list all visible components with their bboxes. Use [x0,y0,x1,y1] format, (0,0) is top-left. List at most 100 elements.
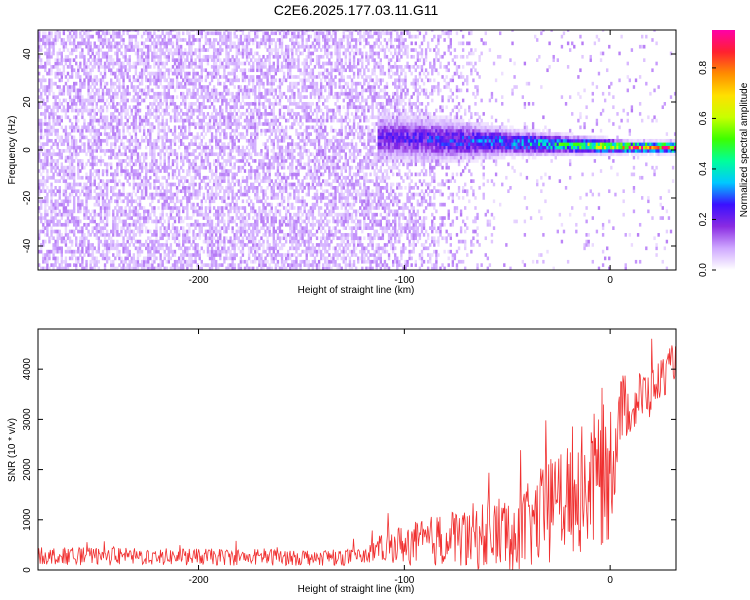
heatmap-cell [249,102,253,106]
heatmap-cell [186,189,189,194]
heatmap-cell [157,30,160,32]
heatmap-cell [128,199,131,204]
heatmap-cell [153,95,156,99]
heatmap-cell [147,48,150,52]
heatmap-cell [194,243,197,247]
heatmap-cell [54,61,57,66]
heatmap-cell [64,206,68,210]
heatmap-cell [54,209,57,214]
heatmap-cell [182,175,185,180]
heatmap-cell [208,98,212,103]
heatmap-cell [245,186,249,190]
heatmap-cell [68,239,72,244]
heatmap-cell [212,38,216,42]
heatmap-cell [190,152,193,157]
heatmap-cell [188,199,191,204]
heatmap-cell [243,48,247,52]
heatmap-cell [210,41,214,46]
heatmap-cell [217,152,220,157]
heatmap-cell [87,216,90,220]
heatmap-cell [159,189,162,194]
heatmap-cell [77,95,80,99]
heatmap-cell [93,246,96,251]
heatmap-cell [42,222,45,227]
heatmap-cell [89,48,92,52]
heatmap-cell [200,91,203,96]
heatmap-cell [145,169,148,173]
heatmap-cell [173,61,177,66]
heatmap-cell [110,71,113,76]
heatmap-cell [239,61,243,66]
heatmap-cell [194,85,197,89]
heatmap-cell [97,91,101,96]
heatmap-cell [138,182,142,187]
heatmap-cell [68,209,72,214]
heatmap-cell [223,206,226,210]
heatmap-cell [134,138,138,143]
heatmap-cell [270,165,273,170]
heatmap-cell [264,61,267,66]
heatmap-cell [190,179,193,183]
heatmap-cell [268,112,271,116]
heatmap-cell [225,202,228,207]
heatmap-cell [264,206,267,210]
heatmap-cell [157,128,160,133]
heatmap-cell [231,78,234,83]
heatmap-cell [163,122,166,126]
heatmap-cell [161,243,164,247]
heatmap-cell [264,229,267,234]
heatmap-cell [136,175,140,180]
heatmap-cell [42,135,45,140]
heatmap-cell [200,159,203,163]
heatmap-cell [233,192,236,197]
heatmap-cell [116,216,119,220]
heatmap-cell [145,259,148,264]
heatmap-cell [210,138,214,143]
heatmap-cell [157,243,160,247]
heatmap-cell [93,118,96,123]
heatmap-cell [237,145,240,150]
heatmap-cell [142,65,146,69]
heatmap-cell [194,48,197,52]
heatmap-cell [245,54,249,59]
heatmap-cell [48,222,51,227]
heatmap-cell [58,263,61,267]
heatmap-cell [153,266,156,270]
heatmap-cell [72,253,76,257]
heatmap-cell [153,61,156,66]
heatmap-cell [101,202,105,207]
heatmap-cell [258,209,261,214]
heatmap-cell [85,65,88,69]
heatmap-cell [202,239,206,244]
heatmap-cell [239,189,243,194]
heatmap-cell [268,202,271,207]
heatmap-cell [241,44,245,49]
heatmap-cell [219,243,222,247]
heatmap-cell [268,263,271,267]
heatmap-cell [99,186,103,190]
heatmap-cell [194,102,197,106]
heatmap-cell [184,85,187,89]
heatmap-cell [188,253,191,257]
heatmap-cell [120,68,123,73]
heatmap-cell [171,236,175,241]
heatmap-cell [173,115,177,120]
heatmap-cell [231,175,234,180]
heatmap-cell [99,229,103,234]
heatmap-cell [95,138,98,143]
heatmap-cell [247,172,251,177]
heatmap-cell [50,186,53,190]
heatmap-cell [165,182,168,187]
heatmap-cell [237,98,240,103]
heatmap-cell [54,128,57,133]
heatmap-cell [182,61,185,66]
heatmap-cell [138,253,142,257]
heatmap-cell [254,85,257,89]
heatmap-cell [145,112,148,116]
heatmap-cell [157,102,160,106]
heatmap-cell [239,263,243,267]
heatmap-cell [256,246,259,251]
heatmap-cell [147,182,150,187]
heatmap-cell [128,145,131,150]
heatmap-cell [167,249,171,254]
